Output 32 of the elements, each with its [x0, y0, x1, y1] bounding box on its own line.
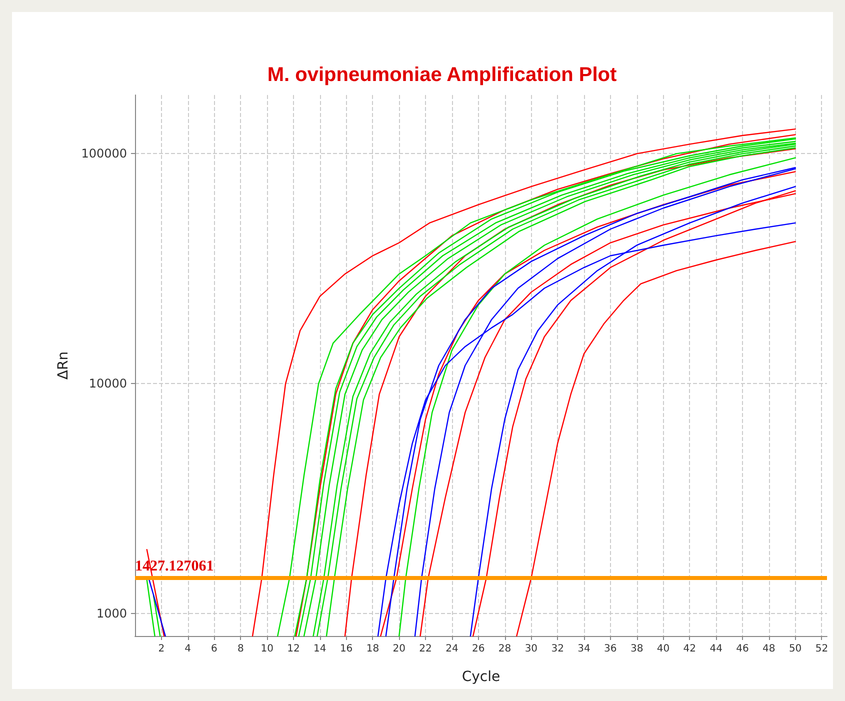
x-tick-label: 16 [340, 644, 353, 654]
x-tick-label: 48 [762, 644, 776, 654]
x-tick-label: 36 [604, 644, 617, 654]
x-tick-label: 50 [788, 644, 802, 654]
x-tick-label: 30 [524, 644, 538, 654]
x-tick-label: 14 [314, 644, 326, 654]
x-tick-label: 24 [446, 644, 458, 654]
x-tick-label: 26 [472, 644, 485, 654]
x-tick-label: 40 [656, 644, 670, 654]
x-tick-label: 12 [287, 644, 300, 654]
x-tick-label: 6 [211, 644, 218, 654]
x-tick-label: 42 [683, 644, 696, 654]
x-tick-label: 44 [710, 644, 722, 654]
x-tick-label: 8 [237, 644, 244, 654]
x-tick-label: 2 [158, 644, 165, 654]
y-tick-label: 1000 [96, 606, 127, 621]
x-tick-label: 4 [184, 644, 192, 654]
x-tick-label: 46 [736, 644, 749, 654]
x-tick-label: 34 [578, 644, 590, 654]
y-tick-label: 100000 [81, 146, 127, 161]
x-tick-label: 32 [551, 644, 564, 654]
x-tick-label: 20 [392, 644, 406, 654]
x-tick-label: 10 [260, 644, 274, 654]
x-tick-label: 52 [815, 644, 828, 654]
chart-title: M. ovipneumoniae Amplification Plot [267, 64, 617, 86]
x-tick-label: 28 [498, 644, 512, 654]
x-tick-label: 22 [419, 644, 432, 654]
x-tick-label: 18 [366, 644, 380, 654]
x-tick-label: 38 [630, 644, 644, 654]
y-tick-label: 10000 [88, 376, 127, 391]
x-axis-title: Cycle [462, 669, 500, 685]
y-axis-title: ΔRn [55, 351, 72, 380]
